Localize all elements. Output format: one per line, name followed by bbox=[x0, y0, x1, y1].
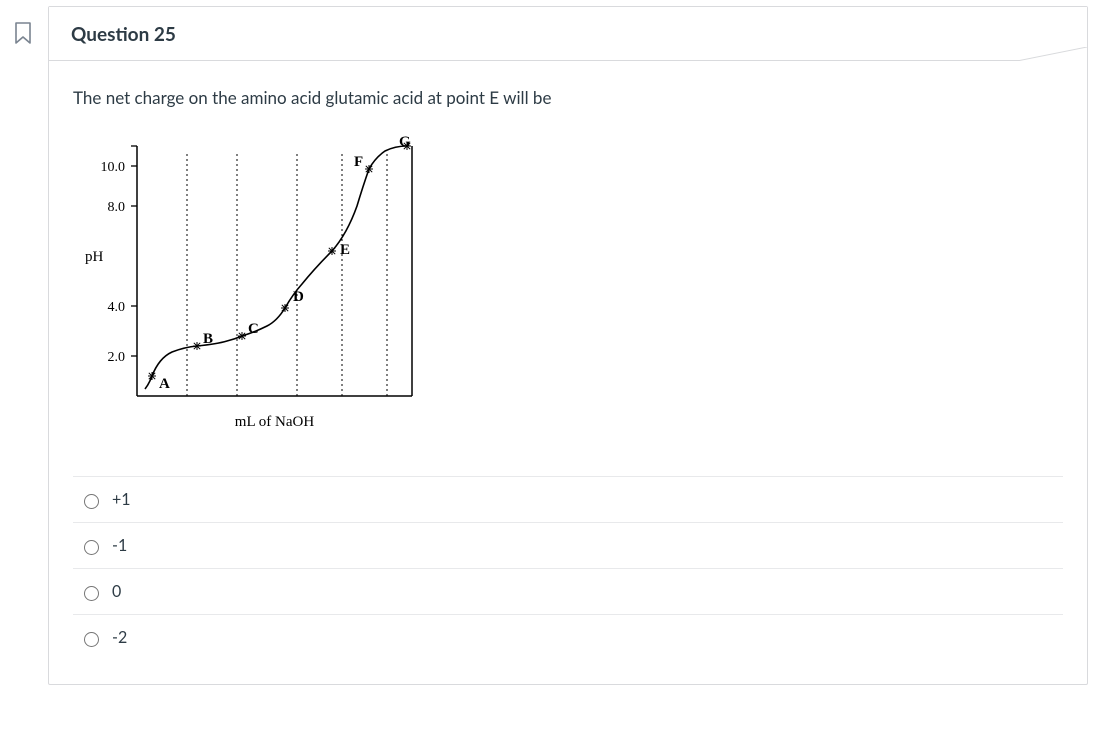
option-label[interactable]: +1 bbox=[112, 490, 131, 509]
option-row[interactable]: +1 bbox=[73, 477, 1063, 523]
option-radio[interactable] bbox=[84, 494, 99, 509]
option-radio[interactable] bbox=[84, 540, 99, 555]
svg-text:8.0: 8.0 bbox=[108, 200, 126, 215]
question-prompt: The net charge on the amino acid glutami… bbox=[73, 87, 1063, 108]
answer-options: +1 -1 0 -2 bbox=[73, 476, 1063, 660]
svg-text:mL of NaOH: mL of NaOH bbox=[235, 414, 315, 430]
svg-text:4.0: 4.0 bbox=[108, 300, 126, 315]
svg-text:G: G bbox=[399, 136, 411, 150]
option-radio[interactable] bbox=[84, 632, 99, 647]
option-row[interactable]: -1 bbox=[73, 523, 1063, 569]
bookmark-icon[interactable] bbox=[14, 22, 32, 44]
question-body: The net charge on the amino acid glutami… bbox=[49, 61, 1087, 684]
svg-text:A: A bbox=[159, 376, 170, 392]
svg-text:D: D bbox=[293, 289, 304, 305]
svg-text:E: E bbox=[340, 242, 350, 258]
option-radio[interactable] bbox=[84, 586, 99, 601]
question-title: Question 25 bbox=[71, 23, 1065, 46]
header-corner-accent bbox=[1017, 47, 1087, 61]
option-row[interactable]: 0 bbox=[73, 569, 1063, 615]
titration-chart: 2.0 4.0 8.0 10.0 pH mL of NaOH A B C D E F G bbox=[67, 136, 427, 436]
svg-text:2.0: 2.0 bbox=[108, 350, 126, 365]
option-label[interactable]: -2 bbox=[112, 628, 127, 647]
svg-text:C: C bbox=[248, 321, 259, 337]
svg-text:10.0: 10.0 bbox=[101, 160, 126, 175]
chart-svg: 2.0 4.0 8.0 10.0 pH mL of NaOH A B C D E F G bbox=[67, 136, 427, 436]
page: Question 25 The net charge on the amino … bbox=[0, 0, 1110, 749]
svg-text:F: F bbox=[354, 154, 363, 170]
option-label[interactable]: 0 bbox=[112, 582, 121, 601]
option-row[interactable]: -2 bbox=[73, 615, 1063, 660]
question-card: Question 25 The net charge on the amino … bbox=[48, 6, 1088, 685]
svg-text:B: B bbox=[203, 331, 213, 347]
svg-text:pH: pH bbox=[85, 249, 104, 265]
question-header: Question 25 bbox=[49, 7, 1087, 61]
option-label[interactable]: -1 bbox=[112, 536, 127, 555]
